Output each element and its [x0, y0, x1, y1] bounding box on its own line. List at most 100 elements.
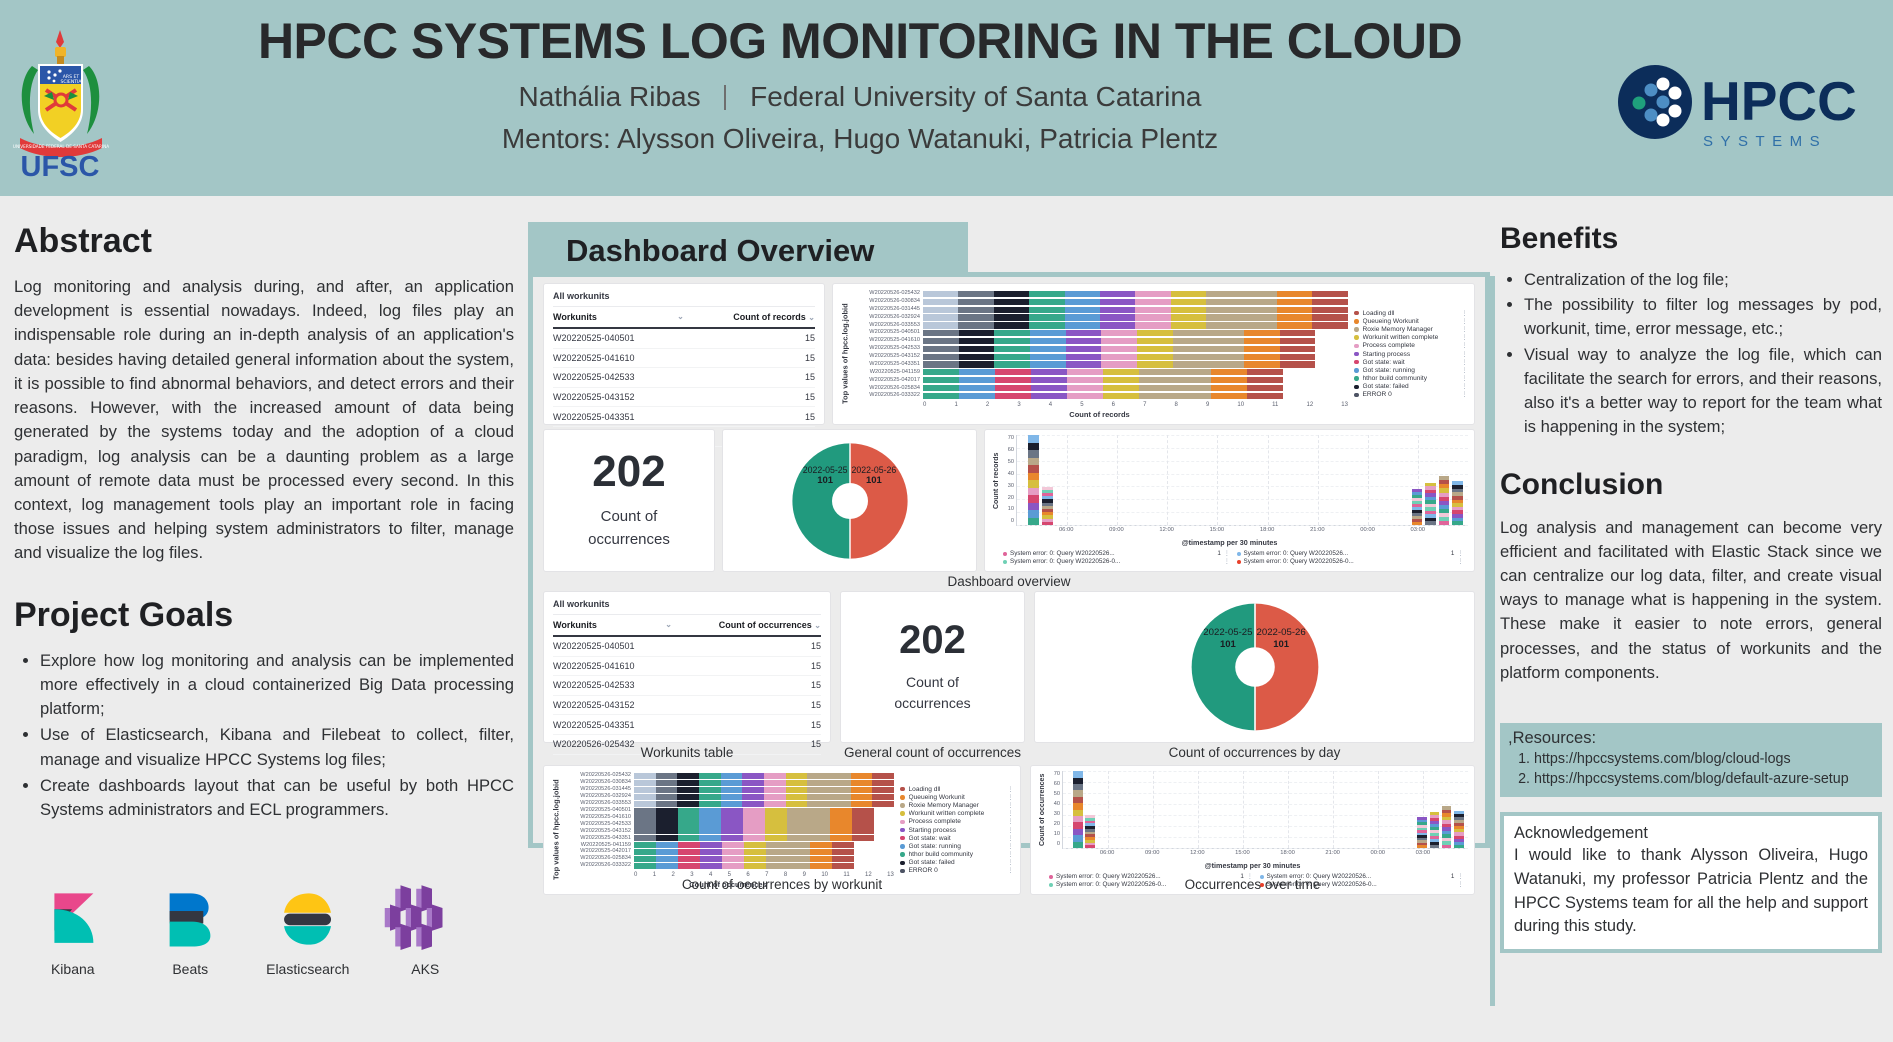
legend-item[interactable]: Queueing Workunit ⋮ [1354, 318, 1468, 325]
more-options-icon[interactable]: ⋮ [1223, 551, 1231, 557]
more-options-icon[interactable]: ⋮ [1223, 559, 1231, 565]
ts-bar[interactable] [1028, 435, 1040, 525]
ts-bar-segment [1028, 495, 1040, 503]
bar-row [923, 337, 1316, 345]
legend-item[interactable]: Got state: running ⋮ [900, 843, 1014, 850]
more-options-icon[interactable]: ⋮ [1457, 559, 1464, 565]
legend-item[interactable]: System error: 0: Query W20220526... 1 ⋮ [1259, 873, 1465, 880]
bar-segment [1206, 314, 1242, 321]
more-options-icon[interactable]: ⋮ [1457, 551, 1464, 557]
more-options-icon[interactable]: ⋮ [1007, 786, 1014, 793]
bar-segment [655, 835, 678, 842]
legend-item[interactable]: Got state: failed ⋮ [900, 859, 1014, 866]
legend-item[interactable]: hthor build community ⋮ [900, 851, 1014, 858]
more-options-icon[interactable]: ⋮ [1461, 343, 1468, 350]
more-options-icon[interactable]: ⋮ [1007, 852, 1014, 859]
legend-item[interactable]: Got state: wait ⋮ [1354, 359, 1468, 366]
ts-bar-segment [1438, 504, 1450, 509]
more-options-icon[interactable]: ⋮ [1246, 882, 1254, 888]
legend-item[interactable]: System error: 0: Query W20220526... 1 ⋮ [1003, 550, 1231, 557]
bar-segment [1279, 330, 1316, 337]
legend-item[interactable]: Got state: wait ⋮ [900, 835, 1014, 842]
ts-bar[interactable] [1041, 486, 1053, 525]
ts-bar[interactable] [1417, 817, 1428, 848]
more-options-icon[interactable]: ⋮ [1461, 310, 1468, 317]
more-options-icon[interactable]: ⋮ [1457, 874, 1464, 880]
ts-bar[interactable] [1429, 811, 1440, 848]
ts-bar[interactable] [1411, 489, 1423, 525]
more-options-icon[interactable]: ⋮ [1461, 376, 1468, 383]
ts-bar[interactable] [1453, 810, 1464, 848]
more-options-icon[interactable]: ⋮ [1246, 874, 1254, 880]
legend-item[interactable]: System error: 0: Query W20220526... 1 ⋮ [1236, 550, 1465, 557]
bar-chart-count-of-occurrences[interactable]: Top values of hpcc.log.jobid W20220526-0… [543, 765, 1021, 895]
ts-bar[interactable] [1085, 815, 1095, 848]
legend-item[interactable]: Starting process ⋮ [900, 827, 1014, 834]
more-options-icon[interactable]: ⋮ [1007, 811, 1014, 818]
legend-item[interactable]: System error: 0: Query W20220526-0... ⋮ [1259, 881, 1465, 888]
legend-item[interactable]: Loading dll ⋮ [1354, 310, 1468, 317]
more-options-icon[interactable]: ⋮ [1461, 359, 1468, 366]
more-options-icon[interactable]: ⋮ [1007, 860, 1014, 867]
timeseries-count-of-records[interactable]: Count of records 70 60 50 40 30 20 10 0 06:00 09… [984, 429, 1475, 572]
legend-item[interactable]: Got state: running ⋮ [1354, 367, 1468, 374]
more-options-icon[interactable]: ⋮ [1007, 868, 1014, 875]
legend-item[interactable]: Process complete ⋮ [900, 818, 1014, 825]
ts-bar[interactable] [1438, 476, 1450, 525]
more-options-icon[interactable]: ⋮ [1461, 367, 1468, 374]
bar-chart-count-of-records[interactable]: Top values of hpcc.log.jobid W20220526-0… [832, 283, 1475, 425]
legend-item[interactable]: System error: 0: Query W20220526-0... ⋮ [1003, 558, 1231, 565]
legend-item[interactable]: System error: 0: Query W20220526-0... ⋮ [1049, 881, 1254, 888]
column-header-count[interactable]: Count of occurrences ⌄ [671, 614, 821, 637]
column-header-workunits[interactable]: Workunits ⌄ [553, 614, 672, 637]
ts-bar[interactable] [1425, 482, 1436, 525]
ts-bar[interactable] [1452, 481, 1464, 525]
resource-link[interactable]: https://hpccsystems.com/blog/cloud-logs [1534, 749, 1874, 769]
legend-item[interactable]: Roxie Memory Manager ⋮ [1354, 326, 1468, 333]
donut-chart-by-day-bottom[interactable]: 2022-05-25 101 2022-05-26 101 [1034, 591, 1475, 743]
ts-bar[interactable] [1441, 806, 1452, 848]
resource-link[interactable]: https://hpccsystems.com/blog/default-azu… [1534, 769, 1874, 789]
more-options-icon[interactable]: ⋮ [1007, 835, 1014, 842]
legend-item[interactable]: Process complete ⋮ [1354, 342, 1468, 349]
legend-item[interactable]: ERROR 0 ⋮ [900, 867, 1014, 874]
legend-item[interactable]: Queueing Workunit ⋮ [900, 794, 1014, 801]
more-options-icon[interactable]: ⋮ [1007, 827, 1014, 834]
more-options-icon[interactable]: ⋮ [1007, 802, 1014, 809]
legend-item[interactable]: Workunit written complete ⋮ [900, 810, 1014, 817]
legend-item[interactable]: ERROR 0 ⋮ [1354, 391, 1468, 398]
timeseries-count-of-occurrences[interactable]: Count of occurrences 70 60 50 40 30 20 10 0 06:… [1030, 765, 1475, 895]
more-options-icon[interactable]: ⋮ [1461, 326, 1468, 333]
right-column-rule [1490, 276, 1495, 1006]
more-options-icon[interactable]: ⋮ [1007, 843, 1014, 850]
legend-item[interactable]: hthor build community ⋮ [1354, 375, 1468, 382]
ts-bar[interactable] [1073, 771, 1083, 848]
legend-item[interactable]: System error: 0: Query W20220526-0... ⋮ [1236, 558, 1465, 565]
legend-item[interactable]: System error: 0: Query W20220526... 1 ⋮ [1049, 873, 1254, 880]
bar-segment [678, 855, 700, 863]
legend-item[interactable]: Workunit written complete ⋮ [1354, 334, 1468, 341]
ts-vertical-gridline [1367, 435, 1369, 525]
legend-item[interactable]: Starting process ⋮ [1354, 351, 1468, 358]
more-options-icon[interactable]: ⋮ [1461, 351, 1468, 358]
workunits-table-bottom[interactable]: All workunits Workunits ⌄ Count of occur… [543, 591, 831, 755]
more-options-icon[interactable]: ⋮ [1461, 392, 1468, 399]
workunits-table-top[interactable]: All workunits Workunits ⌄ Count of recor… [543, 283, 825, 447]
more-options-icon[interactable]: ⋮ [1461, 384, 1468, 391]
more-options-icon[interactable]: ⋮ [1461, 318, 1468, 325]
legend-item[interactable]: Got state: failed ⋮ [1354, 383, 1468, 390]
more-options-icon[interactable]: ⋮ [1007, 819, 1014, 826]
column-header-workunits[interactable]: Workunits ⌄ [553, 306, 684, 329]
column-header-count[interactable]: Count of records ⌄ [683, 306, 815, 329]
legend-item[interactable]: Roxie Memory Manager ⋮ [900, 802, 1014, 809]
donut-chart-by-day-top[interactable]: 2022-05-25 101 2022-05-26 101 [722, 429, 977, 572]
metric-count-of-occurrences-bottom[interactable]: 202 Count of occurrences [840, 591, 1025, 743]
legend-item[interactable]: Loading dll ⋮ [900, 786, 1014, 793]
more-options-icon[interactable]: ⋮ [1461, 335, 1468, 342]
legend-label: System error: 0: Query W20220526-0... [1266, 881, 1377, 888]
bar-segment [786, 821, 809, 828]
more-options-icon[interactable]: ⋮ [1007, 794, 1014, 801]
metric-count-of-occurrences-top[interactable]: 202 Count of occurrences [543, 429, 715, 572]
more-options-icon[interactable]: ⋮ [1457, 882, 1464, 888]
ts-bar-segment [1429, 814, 1440, 818]
